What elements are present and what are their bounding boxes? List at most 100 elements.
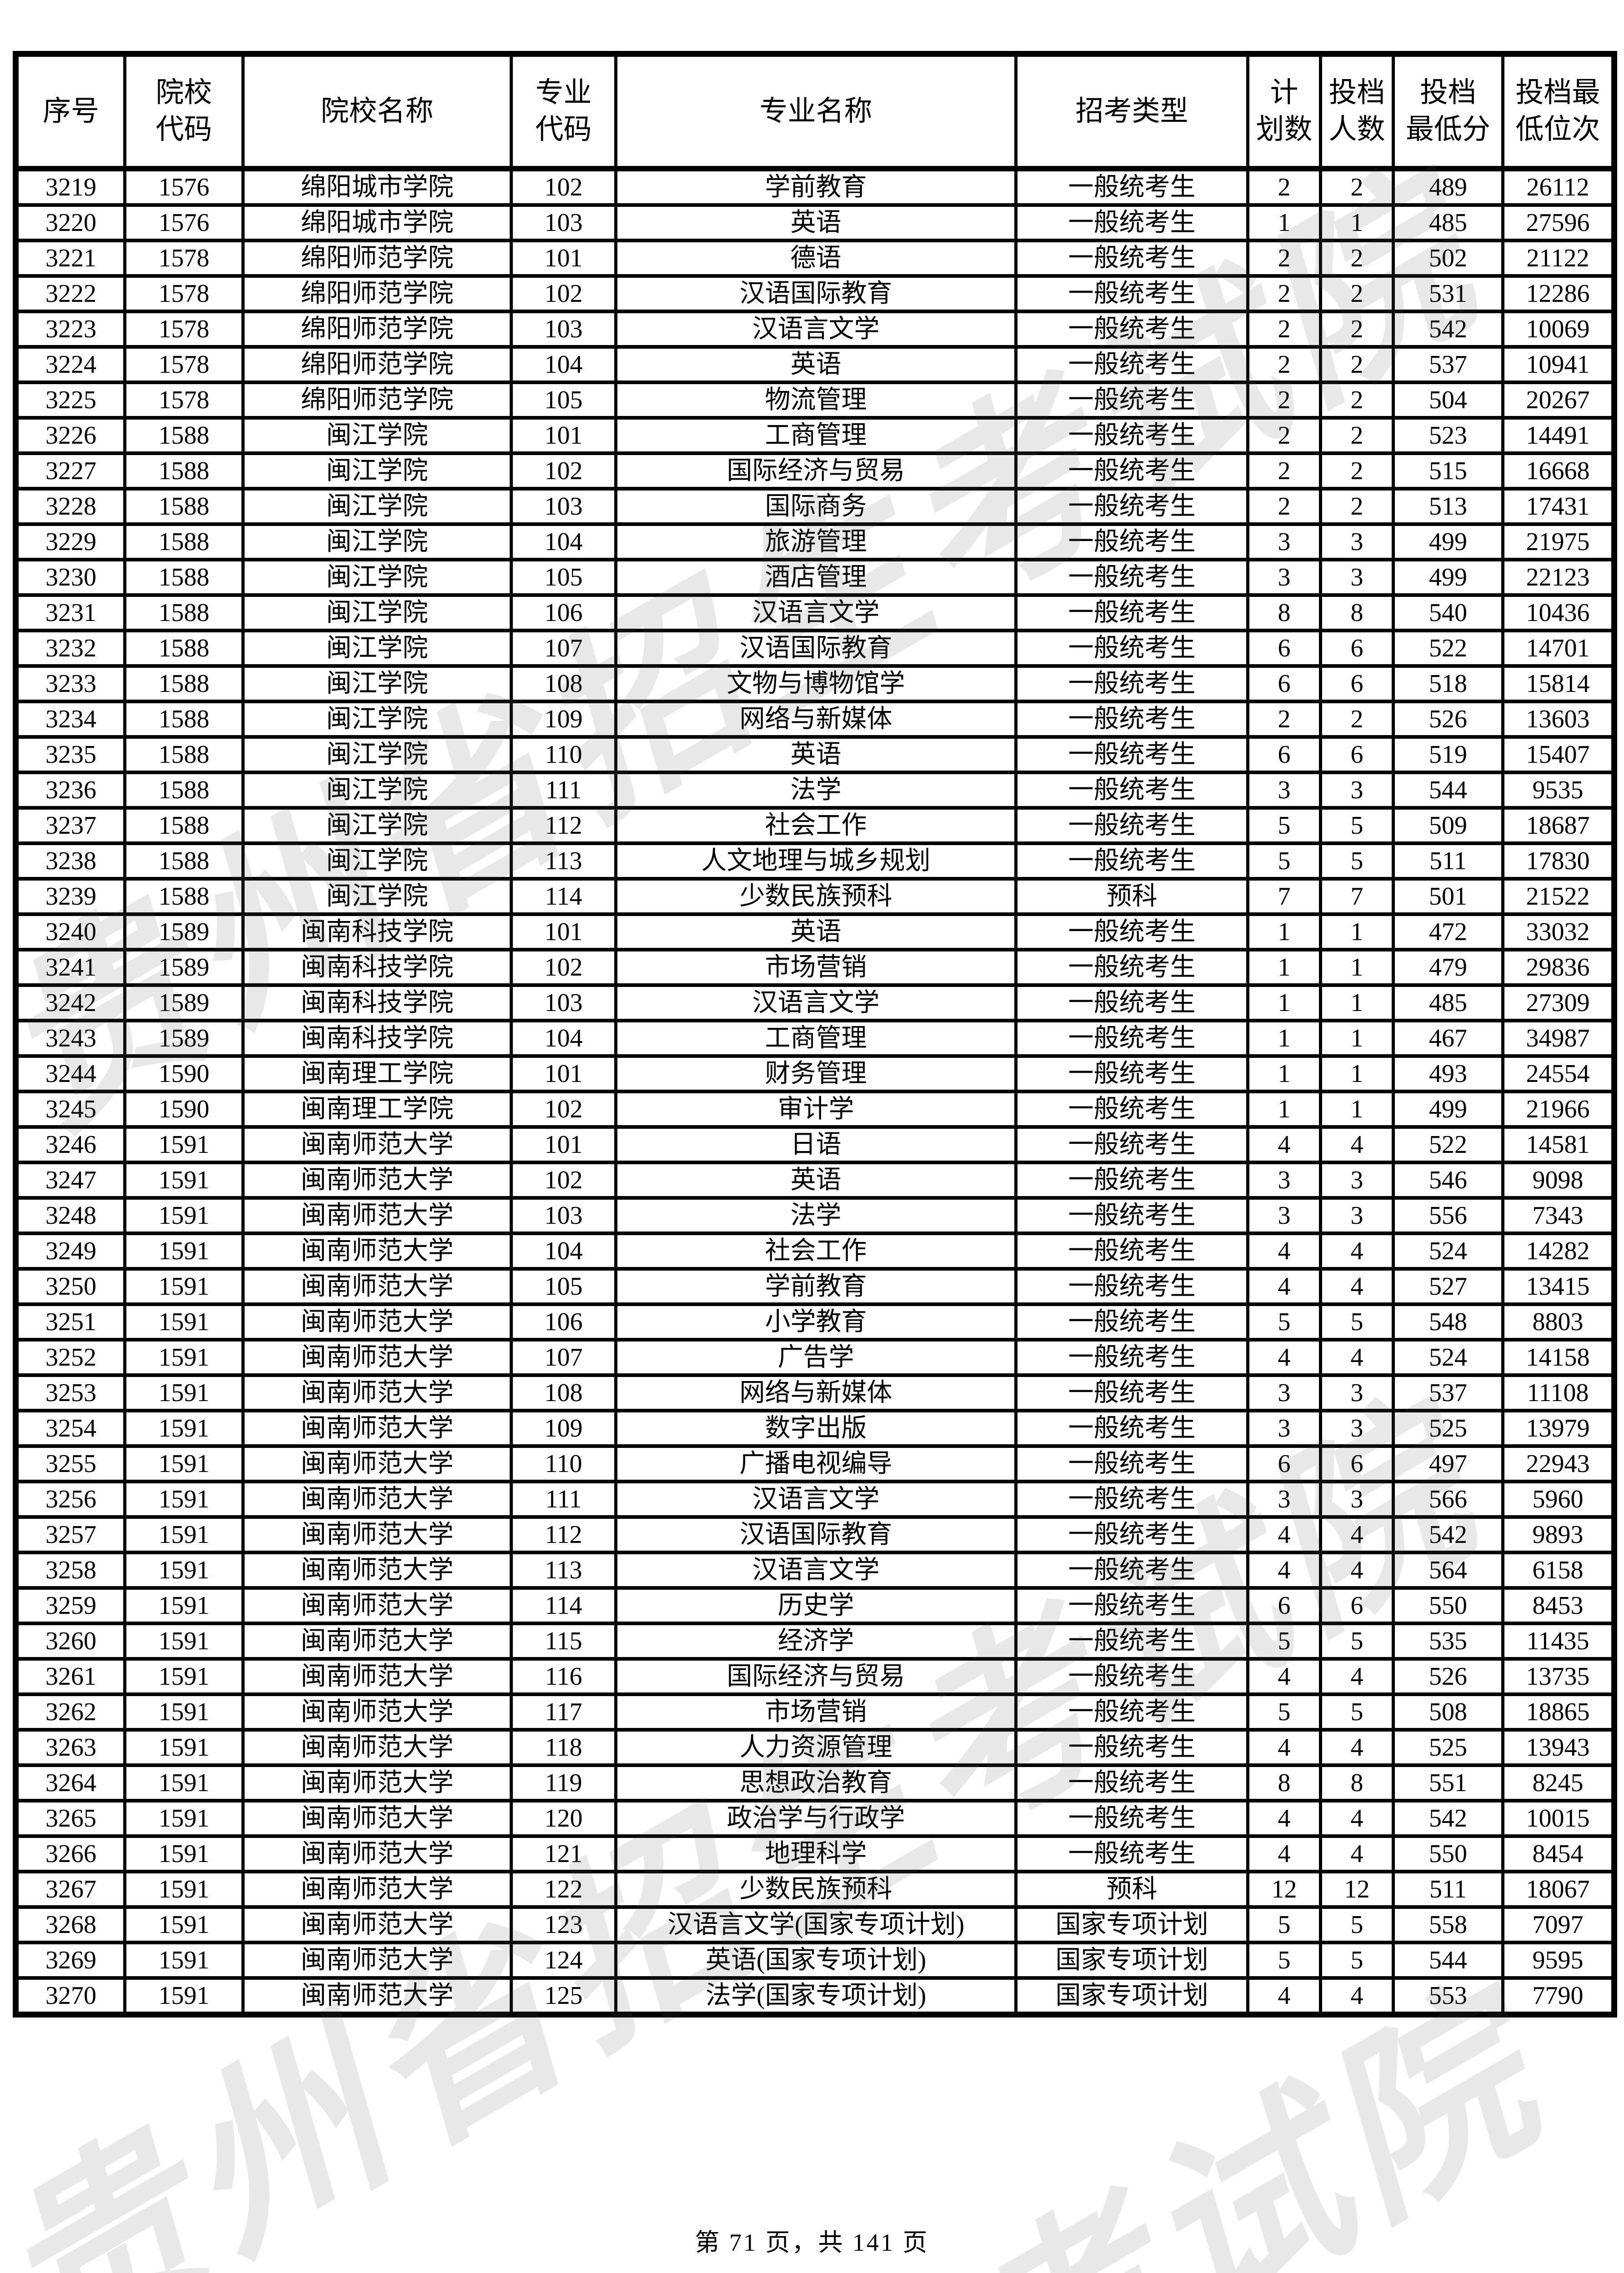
cell-major-name: 酒店管理 <box>614 558 1018 597</box>
cell-major-name: 学前教育 <box>614 1267 1018 1306</box>
cell-college-name: 闽江学院 <box>241 451 513 491</box>
cell-filed-count: 2 <box>1319 700 1395 739</box>
cell-plan-count: 5 <box>1246 1905 1322 1944</box>
cell-serial: 3255 <box>14 1444 126 1483</box>
admission-score-table: 序号 院校 代码 院校名称 专业 代码 专业名称 招考类型计 划数 投档 人数 投档 最低分投… <box>13 51 1617 2018</box>
cell-exam-type: 一般统考生 <box>1014 1480 1249 1519</box>
cell-filed-count: 1 <box>1319 948 1395 987</box>
cell-min-rank: 33032 <box>1501 912 1616 951</box>
cell-college-code: 1591 <box>123 1763 245 1802</box>
cell-exam-type: 一般统考生 <box>1014 1232 1249 1271</box>
cell-min-score: 556 <box>1392 1196 1504 1235</box>
cell-college-code: 1591 <box>123 1586 245 1625</box>
cell-college-name: 闽江学院 <box>241 806 513 845</box>
cell-serial: 3231 <box>14 593 126 632</box>
cell-college-code: 1588 <box>123 771 245 810</box>
cell-filed-count: 12 <box>1319 1870 1395 1909</box>
cell-min-rank: 22943 <box>1501 1444 1616 1483</box>
cell-major-name: 经济学 <box>614 1622 1018 1661</box>
cell-major-code: 104 <box>510 522 617 561</box>
cell-min-rank: 29836 <box>1501 948 1616 987</box>
cell-college-name: 闽南师范大学 <box>241 1409 513 1448</box>
cell-college-name: 闽南师范大学 <box>241 1976 513 2017</box>
cell-major-name: 汉语言文学 <box>614 310 1018 349</box>
cell-major-code: 112 <box>510 806 617 845</box>
cell-min-rank: 5960 <box>1501 1480 1616 1519</box>
cell-serial: 3232 <box>14 629 126 668</box>
cell-filed-count: 3 <box>1319 522 1395 561</box>
cell-college-code: 1578 <box>123 381 245 420</box>
cell-serial: 3230 <box>14 558 126 597</box>
cell-min-score: 524 <box>1392 1232 1504 1271</box>
column-header-major-name: 专业名称 <box>614 52 1018 171</box>
cell-filed-count: 6 <box>1319 664 1395 703</box>
cell-filed-count: 4 <box>1319 1267 1395 1306</box>
cell-min-rank: 11108 <box>1501 1373 1616 1412</box>
cell-plan-count: 4 <box>1246 1232 1322 1271</box>
cell-min-rank: 15814 <box>1501 664 1616 703</box>
cell-min-rank: 20267 <box>1501 381 1616 420</box>
cell-college-name: 闽南师范大学 <box>241 1905 513 1944</box>
cell-major-code: 103 <box>510 1196 617 1235</box>
cell-min-rank: 8803 <box>1501 1302 1616 1342</box>
cell-major-name: 少数民族预科 <box>614 1870 1018 1909</box>
cell-serial: 3252 <box>14 1338 126 1377</box>
cell-min-score: 537 <box>1392 1373 1504 1412</box>
cell-major-name: 广告学 <box>614 1338 1018 1377</box>
cell-major-name: 英语 <box>614 345 1018 384</box>
cell-min-score: 485 <box>1392 203 1504 242</box>
cell-college-code: 1591 <box>123 1267 245 1306</box>
table-row: 3257 1591 闽南师范大学 112 汉语国际教育 一般统考生 4 4 542 9893 <box>14 1515 1616 1554</box>
cell-exam-type: 一般统考生 <box>1014 345 1249 384</box>
cell-min-score: 537 <box>1392 345 1504 384</box>
cell-plan-count: 5 <box>1246 1692 1322 1732</box>
cell-exam-type: 一般统考生 <box>1014 841 1249 881</box>
cell-major-code: 108 <box>510 664 617 703</box>
cell-plan-count: 2 <box>1246 700 1322 739</box>
cell-college-code: 1591 <box>123 1444 245 1483</box>
cell-major-name: 社会工作 <box>614 806 1018 845</box>
cell-exam-type: 一般统考生 <box>1014 239 1249 278</box>
cell-college-code: 1591 <box>123 1728 245 1767</box>
table-header-row: 序号 院校 代码 院校名称 专业 代码 专业名称 招考类型计 划数 投档 人数 投档 最低分投… <box>14 52 1616 171</box>
cell-serial: 3270 <box>14 1976 126 2017</box>
table-body: 3219 1576 绵阳城市学院 102 学前教育 一般统考生 2 2 489 26112 3220… <box>14 167 1616 2017</box>
cell-major-name: 英语 <box>614 912 1018 951</box>
cell-exam-type: 一般统考生 <box>1014 274 1249 313</box>
cell-major-code: 101 <box>510 416 617 455</box>
cell-plan-count: 3 <box>1246 1409 1322 1448</box>
table-header: 序号 院校 代码 院校名称 专业 代码 专业名称 招考类型计 划数 投档 人数 投档 最低分投… <box>14 52 1616 171</box>
cell-plan-count: 4 <box>1246 1728 1322 1767</box>
cell-college-code: 1591 <box>123 1232 245 1271</box>
cell-filed-count: 4 <box>1319 1657 1395 1696</box>
cell-min-score: 522 <box>1392 629 1504 668</box>
cell-exam-type: 一般统考生 <box>1014 1728 1249 1767</box>
cell-min-rank: 8453 <box>1501 1586 1616 1625</box>
cell-major-code: 108 <box>510 1373 617 1412</box>
cell-exam-type: 一般统考生 <box>1014 983 1249 1022</box>
cell-college-name: 闽南师范大学 <box>241 1302 513 1342</box>
cell-college-name: 闽南师范大学 <box>241 1728 513 1767</box>
cell-college-code: 1591 <box>123 1515 245 1554</box>
cell-major-code: 114 <box>510 877 617 916</box>
cell-filed-count: 4 <box>1319 1551 1395 1590</box>
cell-college-code: 1588 <box>123 841 245 881</box>
cell-min-rank: 9535 <box>1501 771 1616 810</box>
cell-min-score: 546 <box>1392 1161 1504 1200</box>
cell-serial: 3268 <box>14 1905 126 1944</box>
cell-min-score: 472 <box>1392 912 1504 951</box>
cell-filed-count: 4 <box>1319 1338 1395 1377</box>
cell-major-name: 人文地理与城乡规划 <box>614 841 1018 881</box>
cell-college-name: 闽南师范大学 <box>241 1941 513 1980</box>
table-row: 3243 1589 闽南科技学院 104 工商管理 一般统考生 1 1 467 34987 <box>14 1019 1616 1058</box>
cell-major-code: 101 <box>510 912 617 951</box>
cell-exam-type: 一般统考生 <box>1014 1515 1249 1554</box>
cell-plan-count: 2 <box>1246 310 1322 349</box>
cell-filed-count: 3 <box>1319 1373 1395 1412</box>
cell-filed-count: 2 <box>1319 239 1395 278</box>
cell-college-code: 1590 <box>123 1054 245 1093</box>
cell-min-rank: 10941 <box>1501 345 1616 384</box>
cell-min-score: 508 <box>1392 1692 1504 1732</box>
cell-major-code: 122 <box>510 1870 617 1909</box>
cell-plan-count: 2 <box>1246 239 1322 278</box>
